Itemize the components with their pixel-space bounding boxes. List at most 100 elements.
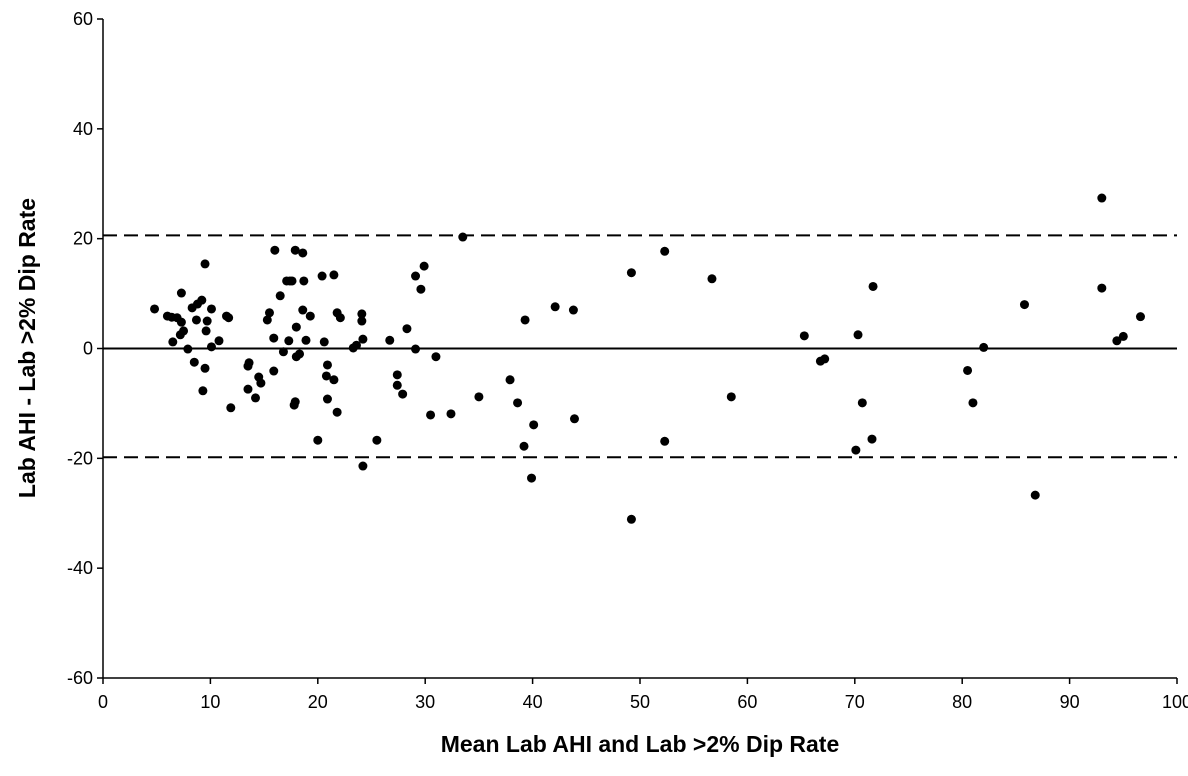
point xyxy=(1019,300,1029,310)
point xyxy=(799,331,809,341)
point xyxy=(867,434,877,444)
point xyxy=(1112,336,1122,346)
y-tick-label: 20 xyxy=(73,229,93,249)
point xyxy=(458,232,468,242)
point xyxy=(214,336,224,346)
point xyxy=(278,347,288,357)
point xyxy=(198,386,208,396)
point xyxy=(299,276,309,286)
point xyxy=(431,352,441,362)
point xyxy=(176,288,186,298)
point xyxy=(868,281,878,291)
point xyxy=(857,398,867,408)
y-tick-label: 60 xyxy=(73,9,93,29)
point xyxy=(244,358,254,368)
point xyxy=(313,435,323,445)
point xyxy=(963,365,973,375)
point xyxy=(251,393,261,403)
point xyxy=(358,334,368,344)
point xyxy=(329,270,339,280)
point xyxy=(226,403,236,413)
point xyxy=(206,342,216,352)
point xyxy=(520,315,530,325)
point xyxy=(189,357,199,367)
point xyxy=(416,284,426,294)
point xyxy=(206,304,216,314)
point xyxy=(411,344,421,354)
point xyxy=(358,461,368,471)
point xyxy=(256,378,266,388)
y-tick-label: -60 xyxy=(67,668,93,688)
x-tick-label: 80 xyxy=(952,692,972,712)
point xyxy=(968,398,978,408)
point xyxy=(392,380,402,390)
point xyxy=(446,409,456,419)
point xyxy=(351,340,361,350)
point xyxy=(335,313,345,323)
point xyxy=(853,330,863,340)
point xyxy=(332,407,342,417)
point xyxy=(519,441,529,451)
point xyxy=(357,309,367,319)
point xyxy=(243,384,253,394)
point xyxy=(201,326,211,336)
x-tick-label: 50 xyxy=(630,692,650,712)
y-tick-label: -40 xyxy=(67,558,93,578)
y-tick-label: -20 xyxy=(67,448,93,468)
point xyxy=(191,315,201,325)
point xyxy=(402,324,412,334)
point xyxy=(426,410,436,420)
point xyxy=(150,304,160,314)
point xyxy=(1097,193,1107,203)
point xyxy=(298,248,308,258)
point xyxy=(707,274,717,284)
x-axis-title: Mean Lab AHI and Lab >2% Dip Rate xyxy=(441,731,840,757)
y-tick-label: 0 xyxy=(83,339,93,359)
point xyxy=(275,291,285,301)
point xyxy=(202,316,212,326)
x-tick-label: 100 xyxy=(1162,692,1188,712)
point xyxy=(295,349,305,359)
point xyxy=(224,313,234,323)
point xyxy=(474,392,484,402)
point xyxy=(626,514,636,524)
point xyxy=(419,261,429,271)
point xyxy=(411,271,421,281)
point xyxy=(1030,490,1040,500)
x-tick-label: 0 xyxy=(98,692,108,712)
point xyxy=(284,336,294,346)
point xyxy=(1135,312,1145,322)
point xyxy=(505,375,515,385)
point xyxy=(1097,283,1107,293)
point xyxy=(392,370,402,380)
point xyxy=(179,326,189,336)
y-tick-label: 40 xyxy=(73,119,93,139)
point xyxy=(660,246,670,256)
point xyxy=(270,245,280,255)
point xyxy=(626,268,636,278)
point xyxy=(329,375,339,385)
point xyxy=(321,371,331,381)
point xyxy=(298,305,308,315)
x-tick-label: 90 xyxy=(1060,692,1080,712)
x-tick-label: 20 xyxy=(308,692,328,712)
x-tick-label: 10 xyxy=(200,692,220,712)
point xyxy=(291,322,301,332)
x-tick-label: 60 xyxy=(737,692,757,712)
x-tick-label: 30 xyxy=(415,692,435,712)
point xyxy=(726,392,736,402)
point xyxy=(513,398,523,408)
point xyxy=(319,337,329,347)
point xyxy=(529,420,539,430)
point xyxy=(820,354,830,364)
point xyxy=(290,397,300,407)
point xyxy=(372,435,382,445)
point xyxy=(287,276,297,286)
point xyxy=(269,366,279,376)
point xyxy=(550,302,560,312)
point xyxy=(197,295,207,305)
point xyxy=(301,335,311,345)
point xyxy=(264,308,274,318)
point xyxy=(200,259,210,269)
